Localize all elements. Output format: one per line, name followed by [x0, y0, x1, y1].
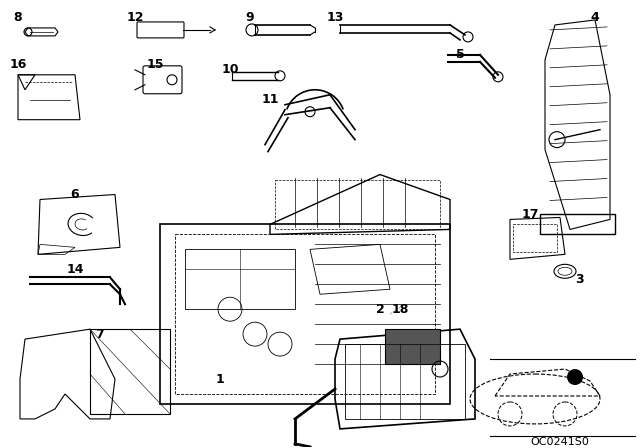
Text: 7: 7: [95, 327, 104, 340]
Text: 1: 1: [216, 373, 225, 386]
Bar: [385, 329, 440, 364]
Text: 6: 6: [70, 188, 79, 201]
Bar: [175, 234, 435, 394]
Text: 18: 18: [391, 303, 409, 316]
Circle shape: [567, 369, 583, 385]
Text: 3: 3: [576, 273, 584, 286]
Text: 9: 9: [246, 12, 254, 25]
Text: 10: 10: [221, 63, 239, 76]
Text: 14: 14: [67, 263, 84, 276]
Text: 13: 13: [326, 12, 344, 25]
Text: 5: 5: [456, 48, 465, 61]
Bar: [185, 250, 295, 309]
Bar: [90, 329, 170, 414]
Bar: [540, 215, 615, 234]
Text: 15: 15: [147, 58, 164, 71]
Text: 16: 16: [10, 58, 27, 71]
Bar: [513, 224, 557, 252]
Text: 4: 4: [591, 12, 600, 25]
Bar: [160, 224, 450, 404]
Text: 2: 2: [376, 303, 385, 316]
Bar: [275, 180, 440, 229]
Text: 12: 12: [126, 12, 144, 25]
Text: 17: 17: [521, 208, 539, 221]
Text: 11: 11: [261, 93, 279, 106]
Bar: [345, 344, 465, 419]
Text: OC0241S0: OC0241S0: [531, 437, 589, 447]
Text: 8: 8: [13, 12, 22, 25]
